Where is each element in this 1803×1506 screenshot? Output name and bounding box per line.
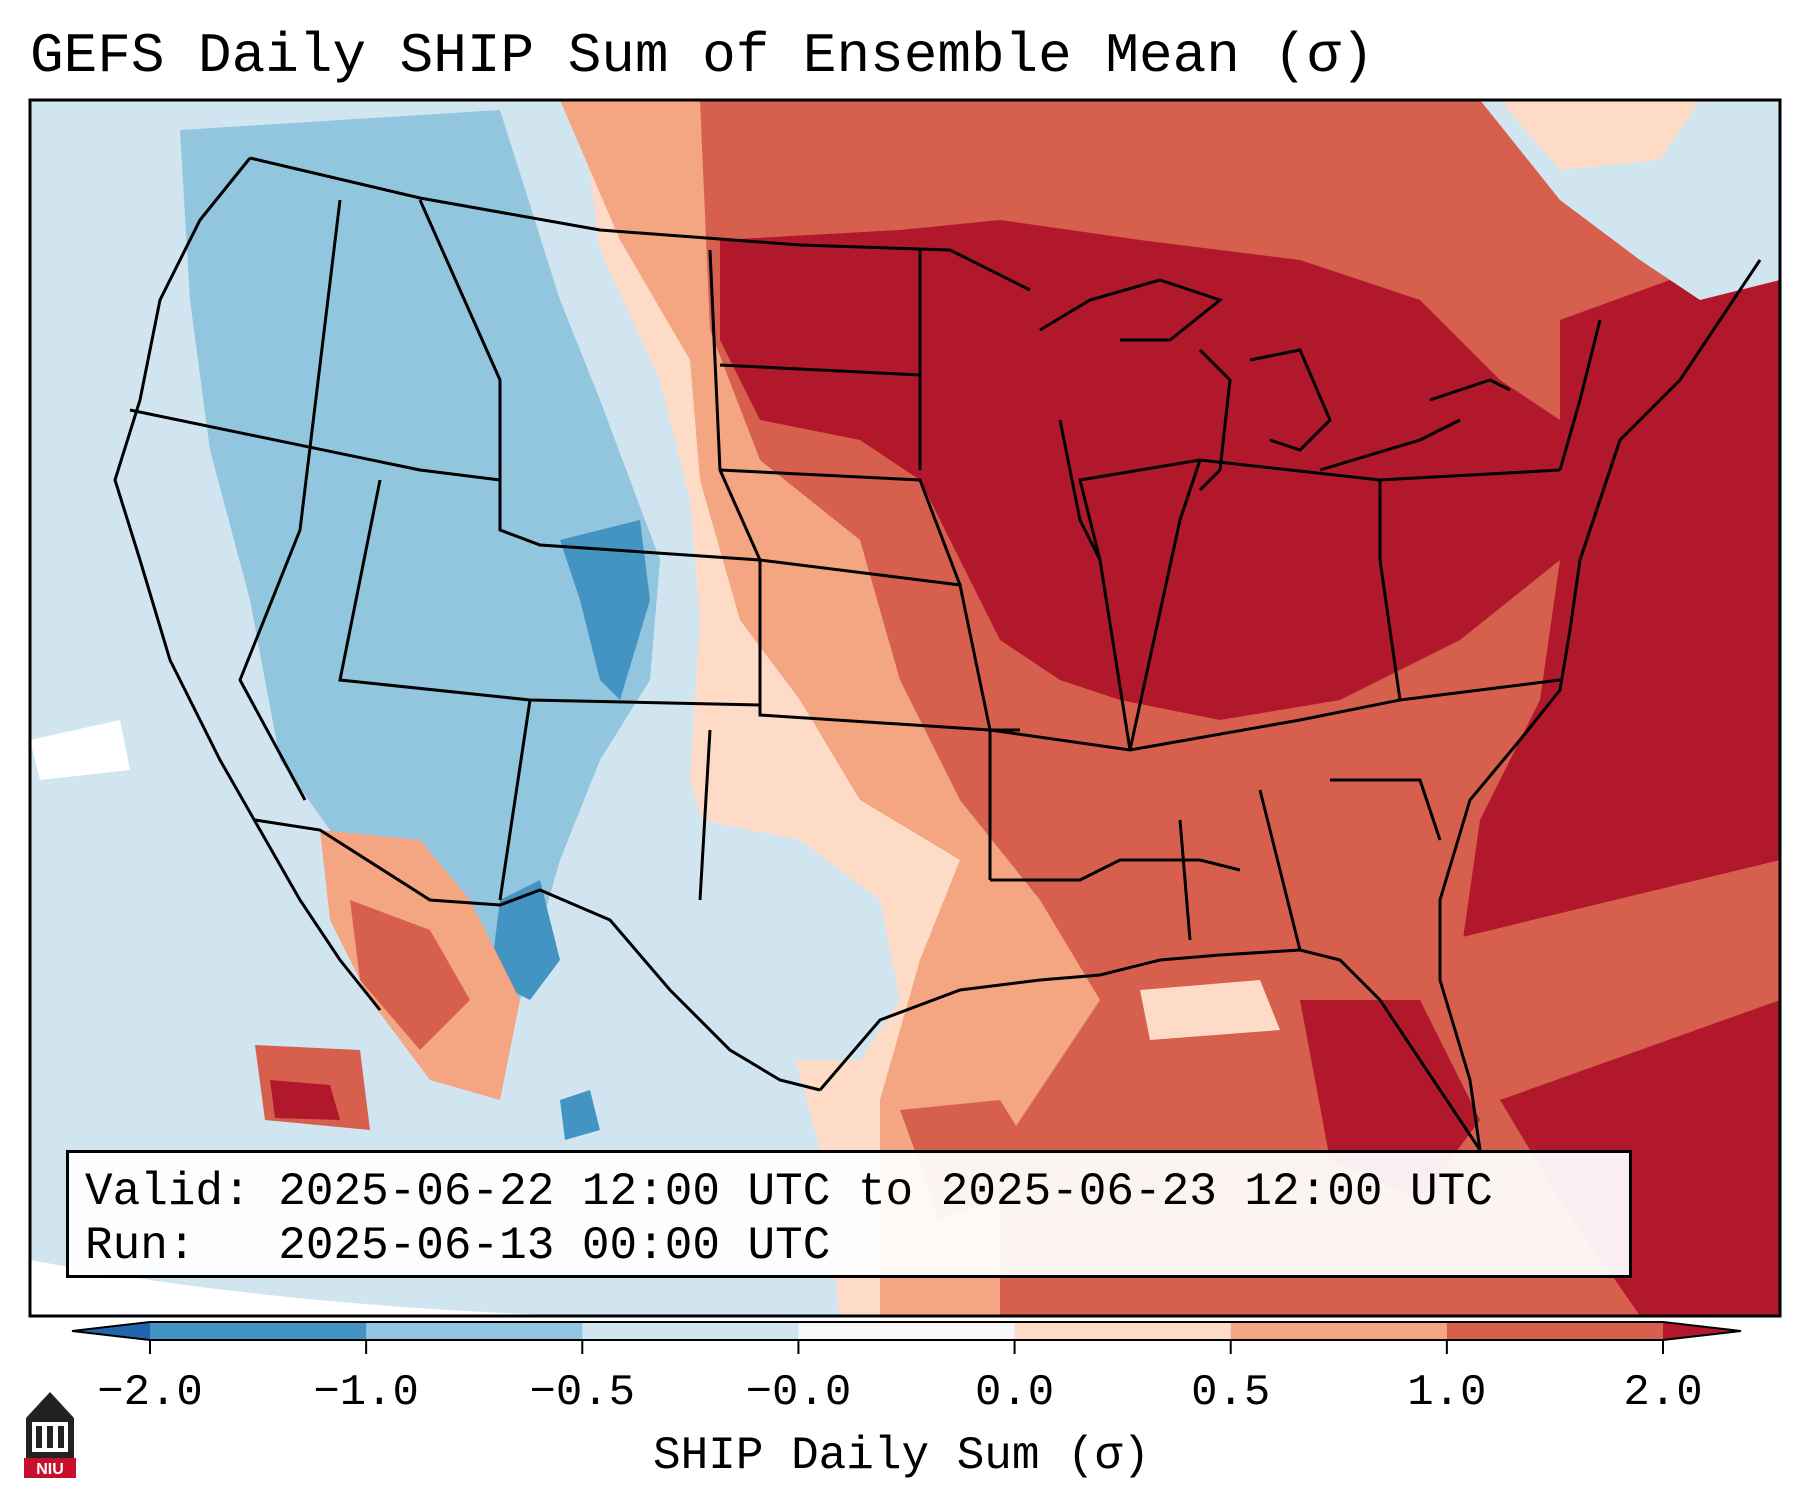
valid-label: Valid: <box>85 1166 251 1218</box>
colorbar-extend-low <box>72 1322 150 1340</box>
colorbar-tick-label: −1.0 <box>313 1368 419 1418</box>
colorbar-tick-label: 2.0 <box>1623 1368 1703 1418</box>
logo-text: NIU <box>36 1461 64 1478</box>
colorbar-tick-label: −0.5 <box>529 1368 636 1418</box>
valid-line: Valid: 2025-06-22 12:00 UTC to 2025-06-2… <box>85 1165 1613 1219</box>
run-line: Run: 2025-06-13 00:00 UTC <box>85 1219 1613 1273</box>
colorbar-tick-label: 0.0 <box>974 1368 1055 1418</box>
colorbar-bin <box>150 1322 367 1340</box>
colorbar-bin <box>798 1322 1016 1340</box>
niu-logo: NIU <box>24 1392 76 1478</box>
colorbar-tick-label: 0.5 <box>1191 1368 1271 1418</box>
map-frame <box>28 98 1782 1318</box>
colorbar-bin <box>1446 1322 1664 1340</box>
colorbar-bin <box>1230 1322 1448 1340</box>
colorbar-bin <box>582 1322 799 1340</box>
colorbar-label: SHIP Daily Sum (σ) <box>653 1430 1150 1482</box>
colorbar-bin <box>1014 1322 1232 1340</box>
map-title: GEFS Daily SHIP Sum of Ensemble Mean (σ) <box>30 24 1375 88</box>
run-label: Run: <box>85 1220 196 1272</box>
colorbar-bin <box>366 1322 583 1340</box>
colorbar-tick-label: −2.0 <box>97 1368 203 1418</box>
colorbar-tick-label: −0.0 <box>745 1368 852 1418</box>
colorbar-tick-label: 1.0 <box>1407 1368 1487 1418</box>
anomaly-field <box>30 100 1780 1316</box>
colorbar-extend-high <box>1663 1322 1741 1340</box>
run-value: 2025-06-13 00:00 UTC <box>278 1220 831 1272</box>
valid-time-box: Valid: 2025-06-22 12:00 UTC to 2025-06-2… <box>66 1150 1632 1278</box>
valid-value: 2025-06-22 12:00 UTC to 2025-06-23 12:00… <box>278 1166 1493 1218</box>
political-boundaries <box>113 156 1762 1151</box>
